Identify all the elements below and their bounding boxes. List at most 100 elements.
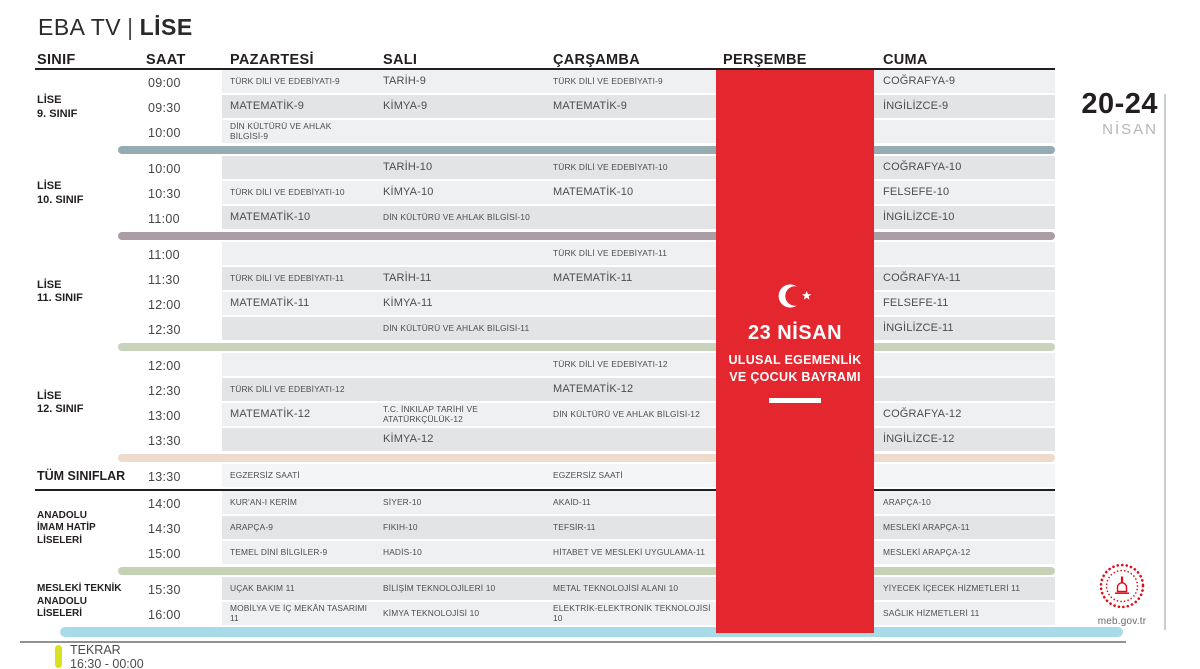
cell-sali: DİN KÜLTÜRÜ VE AHLAK BİLGİSİ-11 [375, 317, 545, 342]
cell-carsamba [545, 317, 715, 342]
bottom-cyan-divider [60, 627, 1123, 637]
cell-carsamba: TÜRK DİLİ VE EDEBİYATI-9 [545, 70, 715, 95]
repeat-info: TEKRAR 16:30 - 00:00 [55, 643, 144, 669]
header-sinif: SINIF [37, 52, 76, 68]
section-lise-9: LİSE 9. SINIF 09:00 TÜRK DİLİ VE EDEBİYATI-… [35, 70, 1055, 145]
cell-cuma: COĞRAFYA-9 [875, 70, 1055, 95]
cell-carsamba: MATEMATİK-9 [545, 95, 715, 120]
holiday-dash [769, 398, 821, 403]
section-lise-12: LİSE 12. SINIF 12:00 TÜRK DİLİ VE EDEBİYATI… [35, 353, 1055, 453]
cell-pazartesi: ARAPÇA-9 [222, 516, 375, 541]
cell-sali [375, 464, 545, 489]
section-tum-siniflar: TÜM SINIFLAR 13:30 EGZERSİZ SAATİ EGZERSİZ … [35, 464, 1055, 489]
cell-carsamba: AKAİD-11 [545, 491, 715, 516]
time-cell: 15:30 [148, 582, 181, 597]
cell-cuma [875, 378, 1055, 403]
cell-carsamba: TEFSİR-11 [545, 516, 715, 541]
cell-carsamba: MATEMATİK-11 [545, 267, 715, 292]
cell-carsamba: MATEMATİK-12 [545, 378, 715, 403]
section-lise-10: LİSE 10. SINIF 10:00 TARİH-10 TÜRK DİLİ VE E… [35, 156, 1055, 231]
cell-cuma: FELSEFE-11 [875, 292, 1055, 317]
cell-carsamba: TÜRK DİLİ VE EDEBİYATI-12 [545, 353, 715, 378]
section-lise-11: LİSE 11. SINIF 11:00 TÜRK DİLİ VE EDEBİYATI… [35, 242, 1055, 342]
cell-cuma: ARAPÇA-10 [875, 491, 1055, 516]
time-cell: 12:30 [148, 383, 181, 398]
bottom-gray-line [20, 641, 1126, 643]
section-label-lise-11: LİSE 11. SINIF [37, 278, 83, 304]
section-label-lise-12: LİSE 12. SINIF [37, 389, 84, 415]
repeat-marker-bar [55, 645, 62, 668]
cell-sali: DİN KÜLTÜRÜ VE AHLAK BİLGİSİ-10 [375, 206, 545, 231]
holiday-subtitle-1: ULUSAL EGEMENLİK [728, 353, 862, 367]
logo-brand: EBA TV [38, 14, 122, 40]
header-cuma: CUMA [883, 52, 928, 68]
cell-pazartesi: MATEMATİK-9 [222, 95, 375, 120]
cell-cuma [875, 242, 1055, 267]
cell-carsamba: EGZERSİZ SAATİ [545, 464, 715, 489]
cell-sali: KİMYA-10 [375, 181, 545, 206]
cell-cuma [875, 353, 1055, 378]
section-label-lise-10: LİSE 10. SINIF [37, 180, 84, 206]
section-mesleki-teknik: MESLEKİ TEKNİK ANADOLU LİSELERİ 15:30 UÇAK B… [35, 577, 1055, 627]
cell-sali: KİMYA-12 [375, 428, 545, 453]
time-cell: 09:30 [148, 100, 181, 115]
section-imam-hatip: ANADOLU İMAM HATİP LİSELERİ 14:00 KUR'AN-I K… [35, 491, 1055, 566]
cell-pazartesi: MOBİLYA VE İÇ MEKÂN TASARIMI 11 [222, 602, 375, 627]
time-cell: 13:30 [148, 433, 181, 448]
cell-cuma: YİYECEK İÇECEK HİZMETLERİ 11 [875, 577, 1055, 602]
meb-emblem-icon [1099, 563, 1145, 609]
cell-cuma: FELSEFE-10 [875, 181, 1055, 206]
date-month: NİSAN [1102, 121, 1158, 138]
cell-pazartesi: TÜRK DİLİ VE EDEBİYATI-12 [222, 378, 375, 403]
schedule-table: SINIF SAAT PAZARTESİ SALI ÇARŞAMBA PERŞE… [35, 52, 1055, 627]
cell-sali: KİMYA-9 [375, 95, 545, 120]
right-separator-line [1164, 94, 1166, 630]
cell-pazartesi: UÇAK BAKIM 11 [222, 577, 375, 602]
cell-carsamba [545, 206, 715, 231]
cell-cuma: İNGİLİZCE-11 [875, 317, 1055, 342]
cell-sali: TARİH-11 [375, 267, 545, 292]
cell-cuma: İNGİLİZCE-10 [875, 206, 1055, 231]
cell-carsamba: TÜRK DİLİ VE EDEBİYATI-10 [545, 156, 715, 181]
time-cell: 09:00 [148, 75, 181, 90]
time-cell: 11:00 [148, 247, 180, 262]
meb-website: meb.gov.tr [1097, 616, 1147, 627]
logo-divider: | [127, 14, 134, 40]
header-carsamba: ÇARŞAMBA [553, 52, 640, 68]
section-divider [35, 453, 1055, 464]
time-cell: 10:00 [148, 125, 181, 140]
cell-carsamba: HİTABET VE MESLEKİ UYGULAMA-11 [545, 541, 715, 566]
cell-sali: FIKIH-10 [375, 516, 545, 541]
cell-pazartesi: TEMEL DİNİ BİLGİLER-9 [222, 541, 375, 566]
cell-sali [375, 242, 545, 267]
cell-carsamba: MATEMATİK-10 [545, 181, 715, 206]
cell-pazartesi: MATEMATİK-10 [222, 206, 375, 231]
cell-cuma: İNGİLİZCE-12 [875, 428, 1055, 453]
time-cell: 10:00 [148, 161, 181, 176]
cell-sali: HADİS-10 [375, 541, 545, 566]
time-cell: 15:00 [148, 546, 181, 561]
repeat-hours: 16:30 - 00:00 [70, 656, 144, 669]
cell-cuma: COĞRAFYA-10 [875, 156, 1055, 181]
cell-cuma: COĞRAFYA-12 [875, 403, 1055, 428]
holiday-title: 23 NİSAN [747, 322, 843, 344]
holiday-banner: 23 NİSAN ULUSAL EGEMENLİK VE ÇOCUK BAYRA… [716, 70, 874, 633]
schedule-sections: LİSE 9. SINIF 09:00 TÜRK DİLİ VE EDEBİYATI-… [35, 70, 1055, 627]
cell-sali: TARİH-9 [375, 70, 545, 95]
cell-cuma: MESLEKİ ARAPÇA-11 [875, 516, 1055, 541]
cell-sali [375, 378, 545, 403]
section-divider [35, 566, 1055, 577]
cell-pazartesi: TÜRK DİLİ VE EDEBİYATI-11 [222, 267, 375, 292]
section-divider [35, 145, 1055, 156]
cell-pazartesi: TÜRK DİLİ VE EDEBİYATI-9 [222, 70, 375, 95]
section-divider [35, 231, 1055, 242]
time-cell: 13:00 [148, 408, 181, 423]
logo-section: LİSE [139, 14, 193, 40]
cell-cuma [875, 120, 1055, 145]
cell-pazartesi: MATEMATİK-12 [222, 403, 375, 428]
cell-pazartesi: TÜRK DİLİ VE EDEBİYATI-10 [222, 181, 375, 206]
cell-sali: SİYER-10 [375, 491, 545, 516]
date-range: 20-24 [1081, 88, 1158, 120]
cell-carsamba: ELEKTRİK-ELEKTRONİK TEKNOLOJİSİ 10 [545, 602, 715, 627]
cell-sali [375, 353, 545, 378]
